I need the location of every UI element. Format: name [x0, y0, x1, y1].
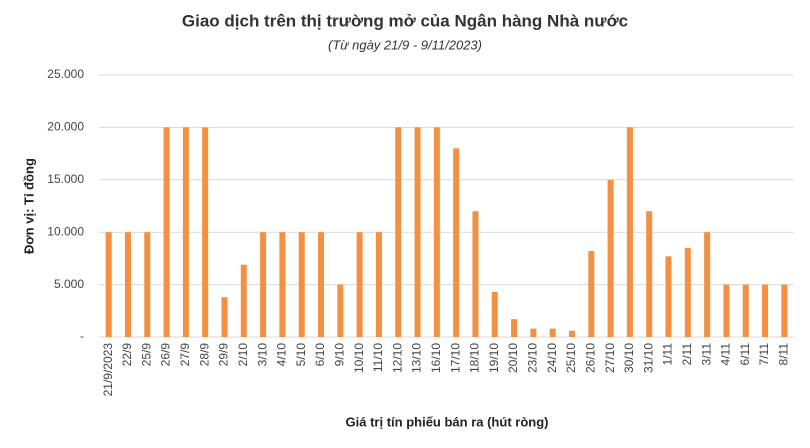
bar	[742, 284, 749, 337]
x-tick-label: 22/9	[120, 343, 134, 367]
x-tick-label: 3/10	[255, 343, 269, 367]
bar	[568, 330, 575, 337]
x-tick-label: 18/10	[468, 343, 482, 373]
x-tick-label: 12/10	[390, 343, 404, 373]
bar	[318, 232, 325, 337]
bar	[665, 256, 672, 337]
x-tick-label: 9/10	[332, 343, 346, 367]
bar	[240, 264, 247, 337]
bar	[395, 127, 402, 338]
bar	[279, 232, 286, 337]
bar	[337, 284, 344, 337]
x-tick-label: 11/10	[371, 343, 385, 372]
x-tick-label: 2/11	[680, 343, 694, 366]
y-tick-label: 15.000	[47, 172, 84, 186]
x-tick-label: 31/10	[641, 343, 655, 373]
x-tick-label: 6/11	[738, 343, 752, 366]
bar	[549, 328, 556, 337]
y-axis-label: Đơn vị: Tỉ đồng	[21, 158, 36, 254]
y-tick-label: 5.000	[54, 277, 84, 291]
bar	[356, 232, 363, 337]
bar	[511, 319, 518, 337]
x-tick-label: 30/10	[622, 343, 636, 373]
bar	[202, 127, 209, 338]
bar	[684, 247, 691, 337]
chart-title: Giao dịch trên thị trường mở của Ngân hà…	[182, 11, 628, 30]
bar	[626, 127, 633, 338]
x-tick-label: 20/10	[506, 343, 520, 373]
x-tick-label: 1/11	[661, 343, 675, 366]
bar	[260, 232, 267, 337]
bar	[375, 232, 382, 337]
y-tick-label: 25.000	[47, 67, 84, 81]
bar	[163, 127, 170, 338]
x-tick-label: 27/10	[603, 343, 617, 373]
x-tick-label: 21/9/2023	[101, 343, 115, 397]
bar	[762, 284, 769, 337]
bar	[221, 297, 228, 337]
bar	[105, 232, 112, 337]
bar	[414, 127, 421, 338]
x-tick-label: 25/9	[139, 343, 153, 367]
bar	[453, 148, 460, 337]
x-tick-label: 13/10	[410, 343, 424, 373]
x-tick-label: 29/9	[217, 343, 231, 367]
x-tick-label: 16/10	[429, 343, 443, 373]
x-tick-label: 2/10	[236, 343, 250, 367]
x-tick-label: 17/10	[448, 343, 462, 373]
bar	[124, 232, 131, 337]
bar	[646, 211, 653, 337]
x-tick-label: 10/10	[352, 343, 366, 373]
bar	[704, 232, 711, 337]
y-tick-label: 20.000	[47, 120, 84, 134]
bar	[298, 232, 305, 337]
x-tick-label: 3/11	[699, 343, 713, 366]
bar	[433, 127, 440, 338]
x-tick-label: 25/10	[564, 343, 578, 373]
bar	[491, 291, 498, 337]
x-tick-label: 6/10	[313, 343, 327, 367]
x-tick-label: 7/11	[757, 343, 771, 366]
x-tick-label: 28/9	[197, 343, 211, 367]
x-tick-label: 4/10	[275, 343, 289, 367]
bar	[781, 284, 788, 337]
x-tick-label: 4/11	[719, 343, 733, 366]
x-tick-label: 24/10	[545, 343, 559, 373]
bar	[607, 179, 614, 337]
bar	[530, 328, 537, 337]
bar	[472, 211, 479, 337]
bar	[144, 232, 151, 337]
chart-subtitle: (Từ ngày 21/9 - 9/11/2023)	[328, 37, 482, 52]
x-tick-label: 27/9	[178, 343, 192, 367]
bar	[723, 284, 730, 337]
x-tick-label: 19/10	[487, 343, 501, 373]
y-tick-label: -	[80, 329, 84, 343]
bar	[182, 127, 189, 338]
bar	[588, 251, 595, 337]
x-tick-label: 8/11	[777, 343, 791, 366]
x-tick-label: 5/10	[294, 343, 308, 367]
x-axis-label: Giá trị tín phiếu bán ra (hút ròng)	[346, 414, 549, 429]
y-tick-label: 10.000	[47, 224, 84, 238]
x-tick-label: 26/10	[583, 343, 597, 373]
x-tick-label: 26/9	[159, 343, 173, 367]
x-tick-label: 23/10	[526, 343, 540, 373]
